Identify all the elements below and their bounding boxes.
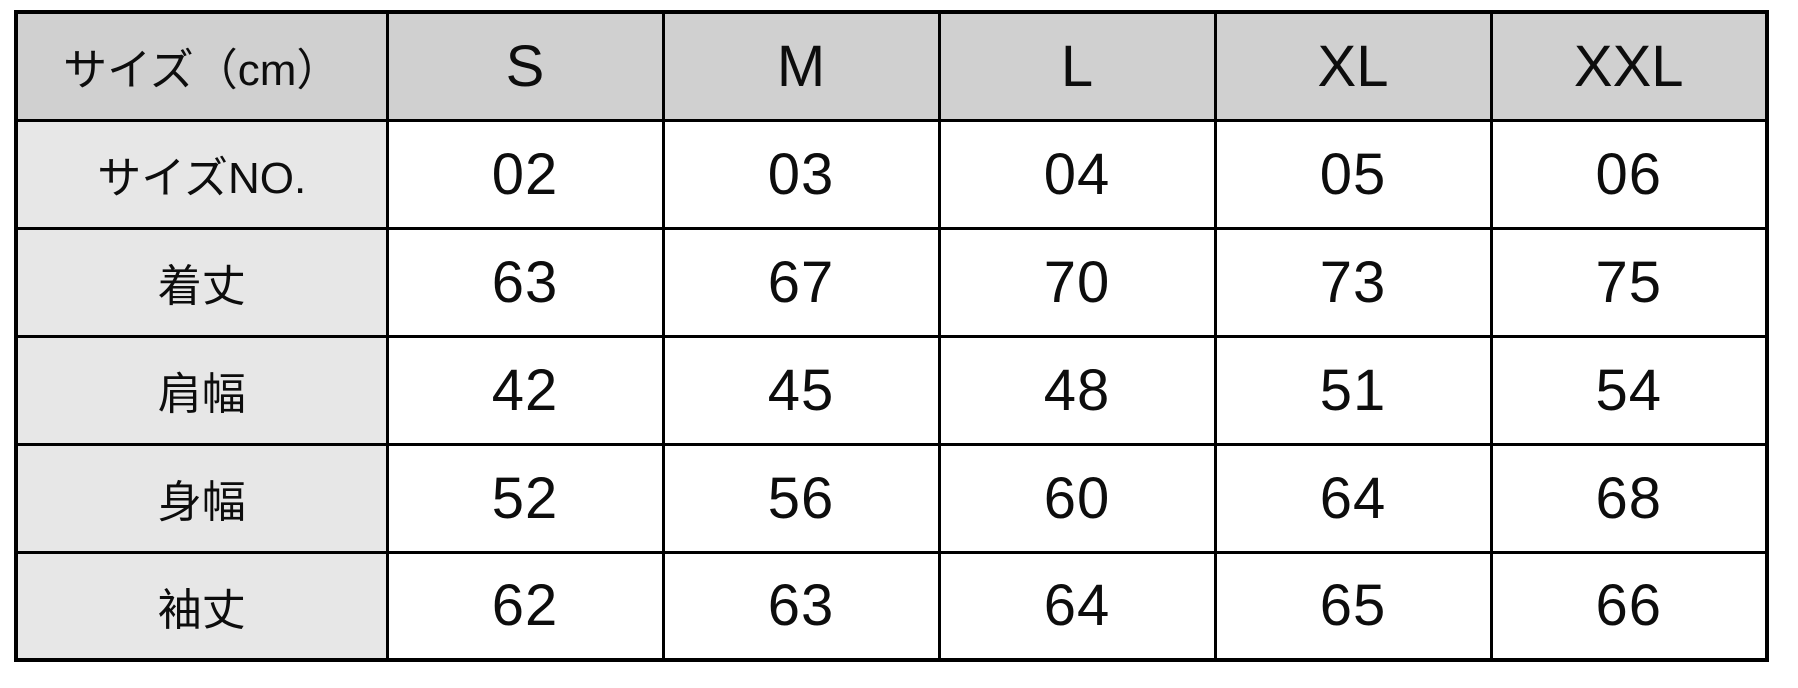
- value-cell: 51: [1213, 334, 1493, 446]
- value-cell: 75: [1489, 226, 1769, 338]
- value-cell: 56: [661, 442, 941, 554]
- row-label-cell: 袖丈: [14, 550, 389, 662]
- value-cell: 73: [1213, 226, 1493, 338]
- value-cell: 60: [937, 442, 1217, 554]
- header-row: サイズ（cm） S M L XL XXL: [14, 10, 1769, 122]
- table-row-chest-width: 身幅 52 56 60 64 68: [14, 442, 1769, 554]
- value-cell: 70: [937, 226, 1217, 338]
- value-cell: 63: [385, 226, 665, 338]
- value-cell: 54: [1489, 334, 1769, 446]
- value-cell: 64: [937, 550, 1217, 662]
- value-cell: 42: [385, 334, 665, 446]
- header-cell-s: S: [385, 10, 665, 122]
- value-cell: 52: [385, 442, 665, 554]
- value-cell: 62: [385, 550, 665, 662]
- row-label-cell: 着丈: [14, 226, 389, 338]
- value-cell: 48: [937, 334, 1217, 446]
- value-cell: 02: [385, 118, 665, 230]
- value-cell: 06: [1489, 118, 1769, 230]
- header-cell-l: L: [937, 10, 1217, 122]
- value-cell: 68: [1489, 442, 1769, 554]
- table-row-body-length: 着丈 63 67 70 73 75: [14, 226, 1769, 338]
- table-row-size-no: サイズNO. 02 03 04 05 06: [14, 118, 1769, 230]
- value-cell: 04: [937, 118, 1217, 230]
- value-cell: 63: [661, 550, 941, 662]
- size-chart-table: サイズ（cm） S M L XL XXL サイズNO. 02 03 04 05 …: [14, 10, 1769, 662]
- header-cell-size-unit: サイズ（cm）: [14, 10, 389, 122]
- header-cell-xxl: XXL: [1489, 10, 1769, 122]
- row-label-cell: サイズNO.: [14, 118, 389, 230]
- table-row-sleeve-length: 袖丈 62 63 64 65 66: [14, 550, 1769, 662]
- value-cell: 45: [661, 334, 941, 446]
- value-cell: 05: [1213, 118, 1493, 230]
- header-cell-xl: XL: [1213, 10, 1493, 122]
- table-row-shoulder-width: 肩幅 42 45 48 51 54: [14, 334, 1769, 446]
- value-cell: 66: [1489, 550, 1769, 662]
- row-label-cell: 身幅: [14, 442, 389, 554]
- value-cell: 64: [1213, 442, 1493, 554]
- value-cell: 67: [661, 226, 941, 338]
- value-cell: 65: [1213, 550, 1493, 662]
- value-cell: 03: [661, 118, 941, 230]
- row-label-cell: 肩幅: [14, 334, 389, 446]
- header-cell-m: M: [661, 10, 941, 122]
